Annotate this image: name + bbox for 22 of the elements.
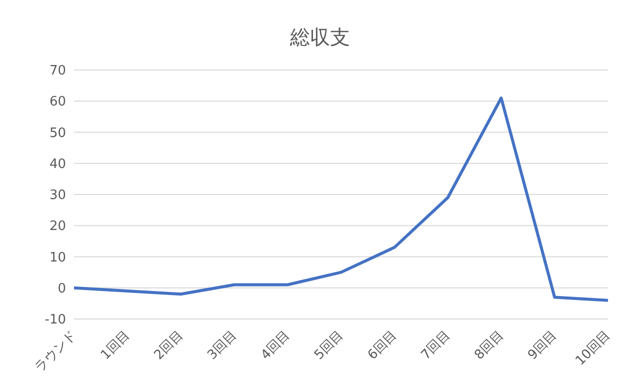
y-tick-label: 70 bbox=[49, 64, 66, 79]
x-tick-label: 5回目 bbox=[312, 328, 347, 363]
x-tick-label: 10回目 bbox=[572, 328, 614, 369]
chart-title: 総収支 bbox=[289, 24, 351, 51]
y-tick-label: 20 bbox=[49, 219, 66, 234]
x-tick-label: 6回目 bbox=[365, 328, 400, 363]
x-tick-label: ラウンド bbox=[32, 328, 80, 376]
line-series bbox=[72, 96, 610, 302]
x-tick-label: 2回目 bbox=[152, 328, 186, 363]
x-tick-label: 8回目 bbox=[472, 328, 507, 363]
x-tick-label: 1回目 bbox=[98, 328, 134, 363]
y-tick-label: -10 bbox=[44, 312, 66, 328]
y-tick-label: 40 bbox=[49, 156, 66, 172]
y-tick-label: 60 bbox=[49, 94, 66, 110]
y-tick-label: 30 bbox=[49, 188, 66, 204]
x-tick-label: 3回目 bbox=[205, 328, 240, 363]
y-tick-label: 50 bbox=[49, 126, 66, 141]
x-tick-label: 4回目 bbox=[258, 328, 294, 363]
y-tick-label: 10 bbox=[49, 250, 66, 266]
x-tick-label: 7回目 bbox=[418, 328, 454, 363]
y-tick-label: 0 bbox=[58, 281, 66, 296]
x-tick-label: 9回目 bbox=[525, 328, 560, 363]
